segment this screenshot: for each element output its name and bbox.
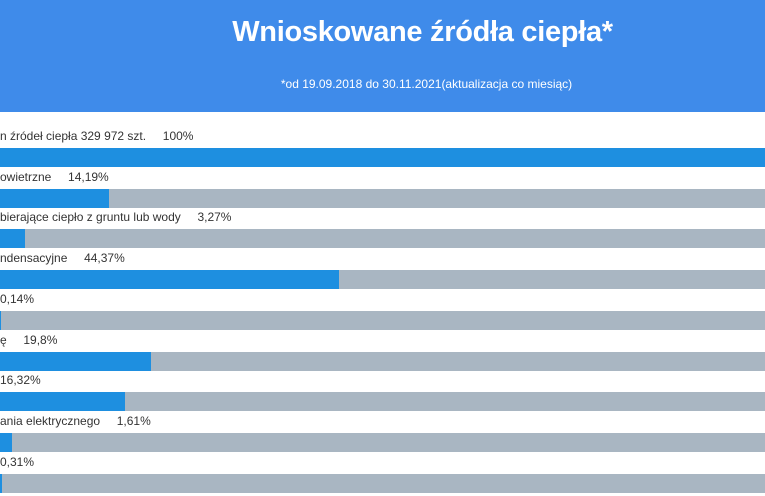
bar-label: bierające ciepło z gruntu lub wody 3,27% (0, 210, 231, 224)
bar (0, 311, 2, 330)
bar-track (0, 189, 765, 208)
bar-label: 0,14% (0, 292, 34, 306)
bar-track (0, 392, 765, 411)
bar-chart: n źródeł ciepła 329 972 szt. 100% owietrz… (0, 112, 765, 496)
bar (0, 352, 152, 371)
value-label: 1,61% (116, 414, 151, 428)
chart-subtitle: *od 19.09.2018 do 30.11.2021(aktualizacj… (280, 77, 573, 91)
bar-track (0, 474, 765, 493)
header-banner: Wnioskowane źródła ciepła* *od 19.09.201… (0, 0, 765, 112)
bar-label: 16,32% (0, 373, 41, 387)
category-label: n źródeł ciepła 329 972 szt. (0, 129, 147, 143)
value-label: 19,8% (23, 333, 58, 347)
bar (0, 474, 3, 493)
bar-label: ania elektrycznego 1,61% (0, 414, 151, 428)
bar-track (0, 229, 765, 248)
bar-track (0, 352, 765, 371)
category-label: bierające ciepło z gruntu lub wody (0, 210, 181, 224)
category-label: ndensacyjne (0, 251, 68, 265)
value-label: 100% (162, 129, 194, 143)
category-label: ę (0, 333, 7, 347)
bar (0, 148, 765, 167)
bar-label: owietrzne 14,19% (0, 170, 109, 184)
bar (0, 189, 109, 208)
bar (0, 229, 25, 248)
bar-label: 0,31% (0, 455, 34, 469)
bar-label: ę 19,8% (0, 333, 57, 347)
value-label: 0,14% (0, 292, 35, 306)
value-label: 16,32% (0, 373, 41, 387)
value-label: 3,27% (197, 210, 232, 224)
bar-track (0, 433, 765, 452)
bar (0, 270, 340, 289)
value-label: 0,31% (0, 455, 35, 469)
bar (0, 392, 125, 411)
bar-label: n źródeł ciepła 329 972 szt. 100% (0, 129, 193, 143)
bar-track (0, 311, 765, 330)
value-label: 44,37% (84, 251, 125, 265)
category-label: ania elektrycznego (0, 414, 101, 428)
category-label: owietrzne (0, 170, 52, 184)
bar (0, 433, 13, 452)
value-label: 14,19% (68, 170, 109, 184)
bar-label: ndensacyjne 44,37% (0, 251, 125, 265)
chart-title: Wnioskowane źródła ciepła* (232, 16, 613, 48)
